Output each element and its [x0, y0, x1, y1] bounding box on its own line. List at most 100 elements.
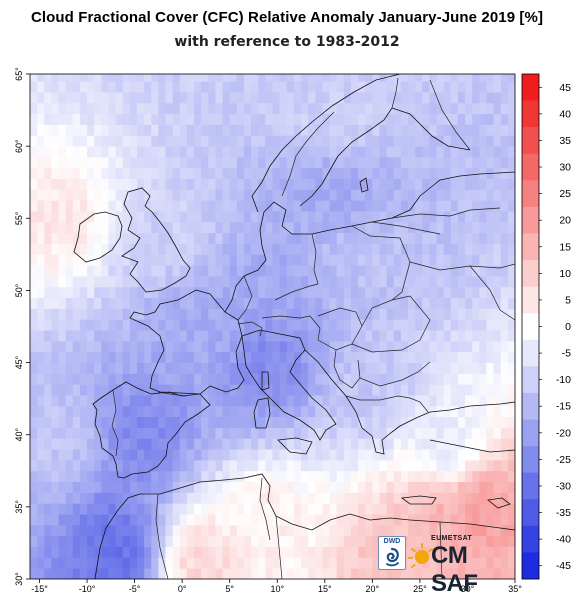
anomaly-cell: [365, 146, 373, 158]
anomaly-cell: [301, 449, 309, 461]
anomaly-cell: [65, 276, 74, 288]
anomaly-cell: [165, 211, 174, 223]
anomaly-cell: [208, 568, 216, 579]
anomaly-cell: [186, 156, 195, 169]
anomaly-cell: [301, 178, 309, 190]
anomaly-cell: [51, 92, 59, 104]
anomaly-cell: [315, 568, 323, 579]
anomaly-cell: [315, 81, 323, 93]
anomaly-cell: [108, 438, 116, 450]
anomaly-cell: [30, 254, 38, 266]
anomaly-cell: [286, 405, 295, 418]
border-morocco-algeria: [155, 493, 169, 579]
anomaly-cell: [315, 189, 323, 201]
anomaly-cell: [201, 135, 209, 147]
anomaly-cell: [315, 362, 323, 374]
anomaly-cell: [179, 492, 188, 504]
anomaly-cell: [308, 481, 316, 493]
anomaly-cell: [415, 135, 423, 147]
anomaly-cell: [136, 395, 145, 407]
anomaly-cell: [436, 254, 445, 266]
anomaly-cell: [500, 438, 509, 450]
anomaly-cell: [87, 405, 95, 418]
anomaly-cell: [201, 514, 209, 526]
anomaly-cell: [51, 308, 59, 320]
colorbar-segment: [522, 74, 539, 101]
anomaly-cell: [251, 286, 259, 299]
anomaly-cell: [136, 557, 145, 569]
anomaly-cell: [151, 276, 159, 288]
anomaly-cell: [415, 286, 423, 299]
anomaly-cell: [236, 189, 245, 201]
anomaly-cell: [436, 286, 445, 299]
anomaly-cell: [265, 384, 273, 396]
anomaly-cell: [172, 470, 181, 483]
anomaly-cell: [343, 276, 352, 288]
anomaly-cell: [65, 135, 74, 147]
anomaly-cell: [79, 427, 88, 439]
anomaly-cell: [322, 265, 330, 277]
anomaly-cell: [222, 535, 231, 547]
anomaly-cell: [136, 438, 145, 450]
anomaly-cell: [151, 427, 159, 439]
anomaly-cell: [101, 384, 109, 396]
anomaly-cell: [194, 546, 202, 558]
anomaly-cell: [422, 243, 430, 255]
anomaly-cell: [372, 330, 380, 342]
anomaly-cell: [372, 427, 380, 439]
anomaly-cell: [186, 373, 195, 385]
anomaly-cell: [72, 200, 81, 212]
anomaly-cell: [94, 102, 102, 115]
anomaly-cell: [393, 265, 402, 277]
anomaly-cell: [408, 362, 416, 374]
anomaly-cell: [236, 535, 245, 547]
anomaly-cell: [222, 546, 231, 558]
anomaly-cell: [151, 254, 159, 266]
anomaly-cell: [315, 427, 323, 439]
colorbar-segment: [522, 286, 539, 314]
anomaly-cell: [279, 416, 288, 428]
anomaly-cell: [37, 243, 45, 255]
anomaly-cell: [429, 167, 437, 180]
anomaly-cell: [350, 373, 359, 385]
colorbar-label: -25: [556, 454, 571, 466]
anomaly-cell: [236, 276, 245, 288]
anomaly-cell: [365, 200, 373, 212]
anomaly-cell: [115, 74, 124, 82]
anomaly-cell: [222, 568, 231, 579]
anomaly-cell: [415, 362, 423, 374]
anomaly-cell: [465, 395, 473, 407]
anomaly-cell: [350, 156, 359, 169]
anomaly-cell: [201, 557, 209, 569]
anomaly-cell: [129, 503, 138, 515]
anomaly-cell: [151, 92, 159, 104]
anomaly-cell: [37, 178, 45, 190]
anomaly-cell: [144, 557, 152, 569]
anomaly-cell: [51, 405, 59, 418]
anomaly-cell: [315, 492, 323, 504]
anomaly-cell: [79, 557, 88, 569]
coast-turkey: [429, 439, 515, 453]
anomaly-cell: [286, 297, 295, 309]
anomaly-cell: [265, 438, 273, 450]
anomaly-cell: [457, 200, 466, 212]
anomaly-cell: [101, 113, 109, 125]
anomaly-cell: [372, 265, 380, 277]
anomaly-cell: [236, 514, 245, 526]
anomaly-cell: [122, 200, 131, 212]
anomaly-cell: [58, 535, 67, 547]
anomaly-cell: [236, 330, 245, 342]
anomaly-cell: [158, 178, 166, 190]
anomaly-cell: [108, 286, 116, 299]
anomaly-cell: [336, 92, 345, 104]
anomaly-cell: [158, 546, 166, 558]
anomaly-cell: [108, 319, 116, 331]
anomaly-cell: [101, 557, 109, 569]
anomaly-cell: [37, 232, 45, 244]
anomaly-cell: [186, 243, 195, 255]
anomaly-cell: [507, 102, 515, 115]
anomaly-cell: [465, 535, 473, 547]
anomaly-cell: [286, 416, 295, 428]
anomaly-cell: [87, 535, 95, 547]
anomaly-cell: [122, 102, 131, 115]
